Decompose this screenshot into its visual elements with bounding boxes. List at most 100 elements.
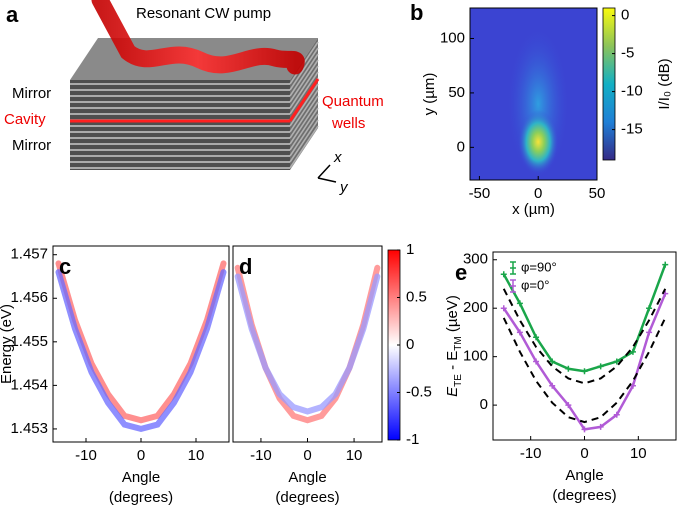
data-point — [613, 411, 620, 418]
axis-label: x — [333, 149, 342, 166]
colorbar-tick-label: -1 — [406, 431, 419, 448]
x-axis-label: Angle — [122, 469, 160, 486]
pump-label: Resonant CW pump — [136, 5, 271, 22]
mirror-label: Mirror — [12, 85, 51, 102]
data-point — [500, 305, 507, 312]
x-tick-label: -10 — [75, 447, 97, 464]
x-tick-label: 10 — [346, 447, 363, 464]
colorbar-tick-label: 0.5 — [406, 288, 427, 305]
x-tick-label: 0 — [137, 447, 145, 464]
y-tick-label: 1.456 — [10, 289, 48, 306]
heatmap-spot — [518, 109, 559, 174]
y-axis-label: Energy (eV) — [0, 304, 15, 384]
x-axis-label: Angle — [565, 467, 603, 484]
panel-label: c — [59, 254, 71, 279]
mirror-layer — [289, 89, 319, 133]
x-tick-label: 0 — [303, 447, 311, 464]
y-axis-label-part: TE — [453, 374, 464, 387]
mirror-layer — [289, 71, 319, 115]
data-point — [516, 300, 523, 307]
curve — [55, 260, 227, 424]
data-point — [581, 426, 588, 433]
y-axis-label-part: (µeV) — [444, 295, 461, 336]
x-tick-label: 10 — [188, 447, 205, 464]
panel: -10 0 10 Angle (degrees) d 1 0.5 0 -0.5 -1 — [232, 241, 432, 506]
pump-beam — [91, 0, 305, 75]
data-point — [646, 305, 653, 312]
mirror-layer — [289, 47, 319, 91]
cavity-layer — [288, 78, 320, 122]
y-axis-label-part: - E — [444, 351, 461, 374]
mirror-layer — [289, 59, 319, 103]
x-tick-label: -10 — [520, 445, 542, 462]
cavity-label: Cavity — [4, 111, 46, 128]
panel: φ=90°φ=0°-10 0 100100200300Angle(degrees)E… — [444, 251, 677, 504]
y-axis-label: y (µm) — [421, 73, 438, 116]
data-point — [565, 402, 572, 409]
data-line — [502, 293, 667, 431]
data-point — [629, 382, 636, 389]
colorbar-label: I/I₀ (dB) — [656, 58, 673, 109]
legend-label: φ=0° — [521, 277, 549, 292]
fit-curve — [502, 317, 667, 424]
x-tick-label: 10 — [630, 445, 647, 462]
y-tick-label: 300 — [463, 251, 488, 268]
data-point — [613, 358, 620, 365]
panel-label: e — [455, 260, 467, 285]
mirror-label: Mirror — [12, 137, 51, 154]
quantum-wells-label: wells — [331, 115, 365, 132]
y-axis-label-part: TM — [453, 336, 464, 350]
colorbar-tick-label: -0.5 — [406, 383, 432, 400]
x-tick-label: -10 — [250, 447, 272, 464]
y-tick-label: 100 — [463, 348, 488, 365]
data-point — [549, 382, 556, 389]
data-point — [646, 329, 653, 336]
mirror-layer — [289, 101, 319, 145]
y-tick-label: 100 — [440, 29, 465, 46]
data-point — [629, 348, 636, 355]
axis-label: y — [339, 179, 349, 196]
mirror-layer — [289, 125, 319, 169]
data-point — [597, 363, 604, 370]
plot-frame — [469, 7, 598, 181]
data-point — [581, 368, 588, 375]
colorbar-tick-label: -10 — [621, 83, 643, 100]
mirror-layer — [289, 53, 319, 97]
x-axis-label: (degrees) — [109, 489, 173, 506]
mirror-layer — [289, 95, 319, 139]
x-axis-label: x (µm) — [512, 201, 555, 218]
x-axis-label: (degrees) — [552, 487, 616, 504]
panel-label: d — [239, 254, 252, 279]
illustration: a Resonant CW pump Mirror Cavity Mirror … — [4, 0, 384, 196]
quantum-wells-label: Quantum — [322, 93, 384, 110]
panel: -50 0 50 0 50 100 x (µm) y (µm) b 0 -5 -10 -15 I/I₀ (… — [410, 0, 673, 218]
colorbar-tick-label: 1 — [406, 241, 414, 258]
data-point — [597, 423, 604, 430]
x-axis-label: (degrees) — [275, 489, 339, 506]
panel-label: b — [410, 0, 423, 25]
data-point — [533, 358, 540, 365]
y-tick-label: 1.454 — [10, 376, 48, 393]
data-point — [662, 261, 669, 268]
y-tick-label: 200 — [463, 299, 488, 316]
panel-label: a — [6, 2, 19, 27]
x-tick-label: 0 — [580, 445, 588, 462]
colorbar — [602, 7, 616, 161]
legend-label: φ=90° — [521, 259, 557, 274]
y-axis-label-part: E — [444, 386, 461, 397]
colorbar-tick-label: -5 — [621, 45, 634, 62]
data-point — [516, 329, 523, 336]
colorbar-tick-label: 0 — [621, 7, 629, 24]
data-point — [549, 358, 556, 365]
mirror-layer — [289, 107, 319, 151]
axes-arrows — [317, 164, 337, 183]
data-point — [533, 334, 540, 341]
mirror-layer — [289, 83, 319, 127]
block-front — [70, 80, 290, 170]
legend-marker — [510, 279, 516, 293]
y-tick-label: 1.457 — [10, 246, 48, 263]
y-tick-label: 1.453 — [10, 420, 48, 437]
colorbar-tick-label: 0 — [406, 336, 414, 353]
curve — [234, 273, 381, 415]
